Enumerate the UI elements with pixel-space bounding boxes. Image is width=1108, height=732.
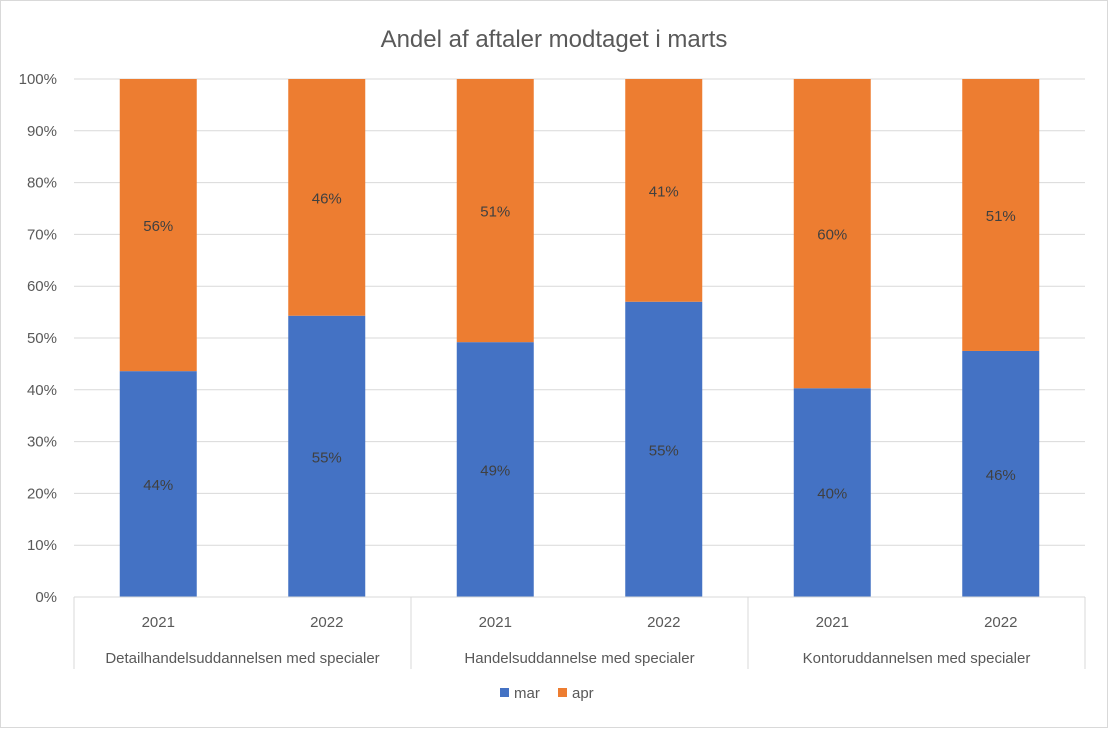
y-tick-label: 30%	[27, 434, 57, 451]
x-tick-label: 2021	[142, 614, 175, 631]
data-label: 46%	[312, 190, 342, 207]
x-tick-label: 2022	[984, 614, 1017, 631]
legend-label-mar: mar	[514, 685, 540, 702]
x-axis: 2021 2022 Detailhandelsuddannelsen med spe…	[73, 596, 1086, 669]
y-tick-label: 100%	[19, 71, 57, 88]
bar-segment-mar	[625, 301, 703, 597]
y-tick-label: 70%	[27, 226, 57, 243]
y-axis-ticks: 0% 10% 20% 30% 40% 50% 60% 70% 80% 90% 100%	[19, 71, 57, 606]
data-label: 51%	[480, 204, 510, 221]
x-tick-label: 2021	[816, 614, 849, 631]
x-tick-label: 2022	[310, 614, 343, 631]
bars	[119, 79, 1040, 597]
data-label: 56%	[143, 218, 173, 235]
x-tick-label: 2022	[647, 614, 680, 631]
legend-swatch-mar	[500, 688, 509, 697]
data-label: 46%	[986, 467, 1016, 484]
group-label: Handelsuddannelse med specialer	[464, 650, 694, 667]
group-label: Kontoruddannelsen med specialer	[803, 650, 1031, 667]
bar-segment-mar	[962, 350, 1040, 597]
y-tick-label: 20%	[27, 485, 57, 502]
bar-segment-apr	[793, 79, 871, 389]
y-tick-label: 90%	[27, 123, 57, 140]
data-label: 41%	[649, 183, 679, 200]
bar-segment-apr	[456, 79, 534, 343]
y-tick-label: 10%	[27, 537, 57, 554]
data-label: 44%	[143, 477, 173, 494]
y-tick-label: 0%	[35, 589, 57, 606]
data-labels: 44% 56% 55% 46% 49% 51% 55% 41% 40% 60% 46% 51%	[143, 183, 1016, 502]
y-tick-label: 50%	[27, 330, 57, 347]
bar-segment-mar	[793, 388, 871, 597]
legend: mar apr	[500, 685, 594, 702]
x-tick-label: 2021	[479, 614, 512, 631]
data-label: 49%	[480, 463, 510, 480]
bar-segment-mar	[456, 342, 534, 597]
bar-segment-apr	[288, 79, 366, 316]
data-label: 55%	[312, 449, 342, 466]
data-label: 55%	[649, 442, 679, 459]
bar-segment-mar	[119, 371, 197, 597]
gridlines	[74, 78, 1085, 598]
bar-segment-apr	[119, 79, 197, 372]
data-label: 51%	[986, 208, 1016, 225]
bar-segment-apr	[962, 79, 1040, 351]
bar-segment-mar	[288, 315, 366, 597]
y-tick-label: 80%	[27, 175, 57, 192]
data-label: 40%	[817, 486, 847, 503]
group-label: Detailhandelsuddannelsen med specialer	[105, 650, 379, 667]
bar-segment-apr	[625, 79, 703, 302]
chart-title: Andel af aftaler modtaget i marts	[381, 26, 728, 53]
y-tick-label: 40%	[27, 382, 57, 399]
data-label: 60%	[817, 227, 847, 244]
y-tick-label: 60%	[27, 278, 57, 295]
legend-label-apr: apr	[572, 685, 594, 702]
legend-swatch-apr	[558, 688, 567, 697]
